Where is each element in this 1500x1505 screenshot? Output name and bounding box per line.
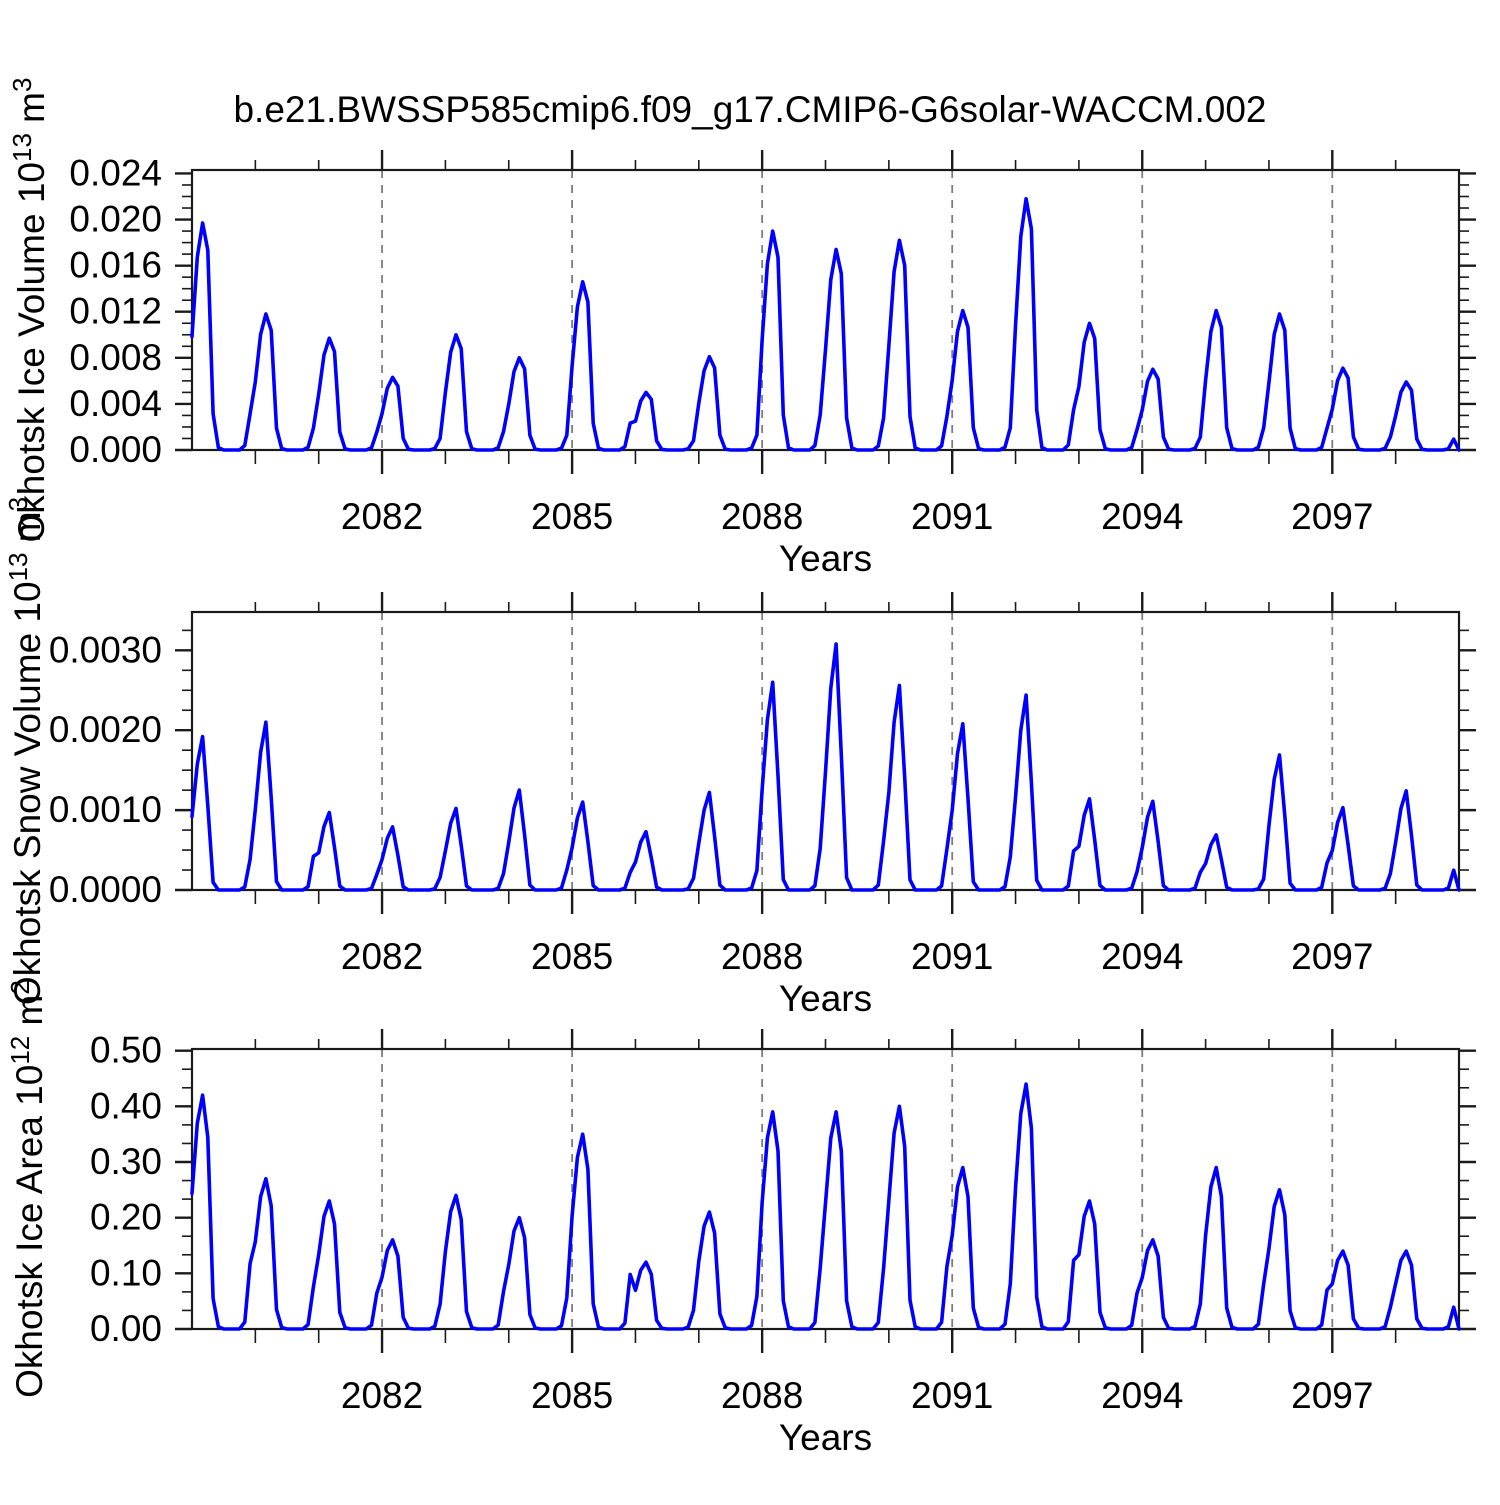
y-tick-label: 0.10 — [90, 1252, 162, 1293]
x-tick-label: 2085 — [531, 1375, 613, 1416]
y-tick-label: 0.20 — [90, 1197, 162, 1238]
y-tick-label: 0.020 — [69, 199, 162, 240]
y-axis-title-part: Okhotsk Snow Volume 10 — [7, 581, 48, 1005]
y-axis-title-part: 3 — [7, 78, 37, 92]
y-tick-label: 0.30 — [90, 1141, 162, 1182]
y-tick-label: 0.0010 — [49, 789, 162, 830]
y-axis-title-part: 13 — [3, 552, 33, 581]
y-axis-title-part: 2 — [5, 980, 35, 994]
x-tick-label: 2085 — [531, 496, 613, 537]
series-line — [190, 197, 1461, 452]
y-tick-label: 0.50 — [90, 1030, 162, 1071]
y-axis-title-part: 13 — [7, 133, 37, 162]
x-tick-label: 2091 — [911, 496, 993, 537]
y-axis-title: Okhotsk Ice Volume 1013 m3 — [7, 78, 52, 543]
y-tick-label: 0.016 — [69, 245, 162, 286]
series-line — [190, 1082, 1461, 1331]
x-axis-title: Years — [779, 978, 872, 1019]
x-tick-label: 2094 — [1101, 496, 1183, 537]
x-tick-label: 2088 — [721, 1375, 803, 1416]
y-tick-label: 0.00 — [90, 1308, 162, 1349]
series-line — [190, 642, 1461, 892]
panel-okhotsk-ice-area: 2082 2085 2088 2091 2094 2097 Years 0.00 0.10 0.2… — [5, 980, 1476, 1458]
y-tick-label: 0.0020 — [49, 709, 162, 750]
chart-title: b.e21.BWSSP585cmip6.f09_g17.CMIP6-G6sola… — [233, 89, 1267, 130]
x-tick-label: 2085 — [531, 936, 613, 977]
x-tick-label: 2088 — [721, 936, 803, 977]
y-tick-label: 0.40 — [90, 1085, 162, 1126]
panel-okhotsk-ice-volume: 2082 2085 2088 2091 2094 2097 Years 0.000 0.004 0… — [7, 78, 1476, 579]
x-tick-label: 2094 — [1101, 1375, 1183, 1416]
y-axis-title: Okhotsk Snow Volume 1013 m3 — [3, 497, 48, 1005]
y-tick-label: 0.012 — [69, 291, 162, 332]
x-tick-label: 2088 — [721, 496, 803, 537]
y-tick-label: 0.004 — [69, 383, 162, 424]
y-tick-label: 0.024 — [69, 152, 162, 193]
y-axis-title-part: Okhotsk Ice Area 10 — [9, 1065, 50, 1398]
x-tick-label: 2097 — [1291, 496, 1373, 537]
x-tick-label: 2097 — [1291, 1375, 1373, 1416]
y-tick-label: 0.000 — [69, 429, 162, 470]
y-tick-label: 0.0000 — [49, 869, 162, 910]
x-tick-label: 2094 — [1101, 936, 1183, 977]
y-axis-title-part: 12 — [5, 1036, 35, 1065]
y-axis-title-part: Okhotsk Ice Volume 10 — [11, 162, 52, 542]
y-tick-label: 0.0030 — [49, 629, 162, 670]
x-tick-label: 2082 — [341, 936, 423, 977]
y-axis-title-part: m — [11, 92, 52, 133]
y-axis-title-part: 3 — [3, 497, 33, 511]
x-axis-title: Years — [779, 1417, 872, 1458]
y-axis-title-part: m — [9, 995, 50, 1036]
x-tick-label: 2082 — [341, 1375, 423, 1416]
panel-okhotsk-snow-volume: 2082 2085 2088 2091 2094 2097 Years 0.0000 0.001… — [3, 497, 1476, 1019]
y-tick-label: 0.008 — [69, 337, 162, 378]
x-tick-label: 2091 — [911, 1375, 993, 1416]
x-tick-label: 2091 — [911, 936, 993, 977]
y-axis-title-part: m — [7, 511, 48, 552]
x-tick-label: 2097 — [1291, 936, 1373, 977]
y-axis-title: Okhotsk Ice Area 1012 m2 — [5, 980, 50, 1398]
x-axis-title: Years — [779, 538, 872, 579]
x-tick-label: 2082 — [341, 496, 423, 537]
